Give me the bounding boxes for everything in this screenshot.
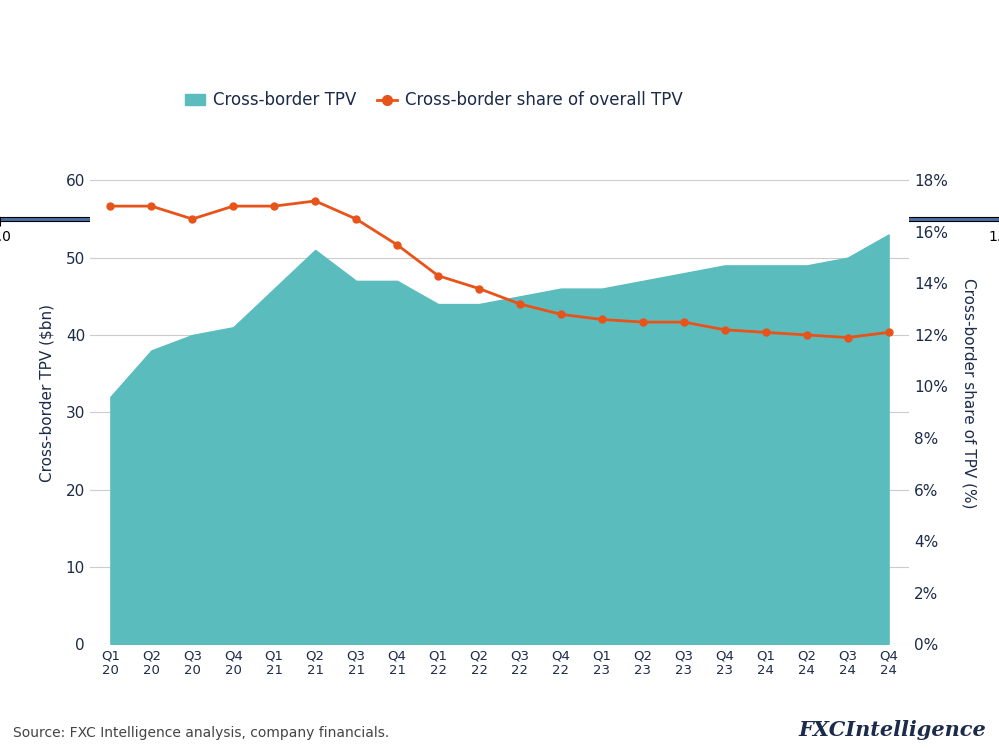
Legend: Cross-border TPV, Cross-border share of overall TPV: Cross-border TPV, Cross-border share of … — [179, 85, 689, 116]
Text: PayPal cross-border volumes and share rise in Q4 2024: PayPal cross-border volumes and share ri… — [101, 35, 922, 61]
Text: Quarterly cross-border total payment volume (TPV) and share of overall TPV: Quarterly cross-border total payment vol… — [101, 88, 767, 106]
Y-axis label: Cross-border TPV ($bn): Cross-border TPV ($bn) — [40, 304, 55, 482]
Text: FXCIntelligence: FXCIntelligence — [798, 720, 986, 740]
Text: Source: FXC Intelligence analysis, company financials.: Source: FXC Intelligence analysis, compa… — [13, 726, 390, 740]
Y-axis label: Cross-border share of TPV (%): Cross-border share of TPV (%) — [962, 278, 977, 508]
